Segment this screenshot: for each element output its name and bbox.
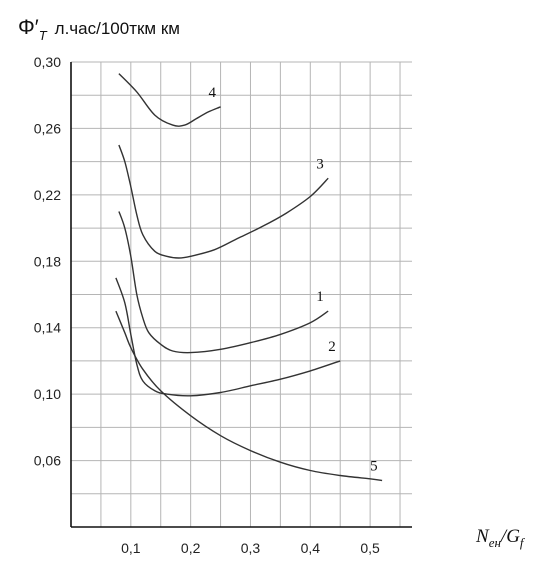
x-tick-labels: 0,1 0,2 0,3 0,4 0,5 [121, 540, 380, 556]
x-axis-label-denom: /G [500, 526, 520, 547]
x-tick-label: 0,2 [181, 540, 201, 556]
series-label-2: 2 [328, 339, 336, 355]
x-tick-label: 0,1 [121, 540, 141, 556]
series-line-2 [115, 277, 341, 397]
x-tick-label: 0,5 [360, 540, 380, 556]
series-label-4: 4 [209, 85, 217, 101]
series-line-4 [118, 73, 221, 127]
x-axis-label: Nен/Gf [475, 526, 526, 550]
y-axis-symbol: Φ′ [18, 16, 39, 39]
y-tick-label: 0,26 [34, 120, 61, 136]
series-line-3 [118, 144, 329, 259]
series-line-5 [115, 310, 383, 482]
x-axis-label-main: N [475, 526, 490, 547]
x-axis-label-denom-sub: f [520, 535, 526, 550]
y-tick-label: 0,06 [34, 453, 61, 469]
series-line-1 [118, 211, 329, 354]
x-axis-label-sub: ен [489, 535, 501, 550]
y-tick-label: 0,22 [34, 187, 61, 203]
x-tick-label: 0,4 [301, 540, 321, 556]
grid [71, 61, 412, 527]
y-axis-unit: л.час/100ткм км [55, 19, 180, 38]
series-lines [115, 73, 383, 482]
y-tick-label: 0,18 [34, 253, 61, 269]
series-label-5: 5 [370, 459, 378, 475]
series-label-1: 1 [316, 289, 324, 305]
y-axis-symbol-sub: T [39, 28, 48, 43]
series-label-3: 3 [316, 156, 324, 172]
series-labels: 4 3 1 2 5 [209, 85, 378, 475]
x-tick-label: 0,3 [241, 540, 261, 556]
y-axis-label: Φ′T л.час/100ткм км [18, 16, 180, 43]
y-tick-label: 0,10 [34, 386, 61, 402]
y-tick-labels: 0,30 0,26 0,22 0,18 0,14 0,10 0,06 [34, 54, 61, 469]
y-tick-label: 0,30 [34, 54, 61, 70]
y-tick-label: 0,14 [34, 320, 61, 336]
